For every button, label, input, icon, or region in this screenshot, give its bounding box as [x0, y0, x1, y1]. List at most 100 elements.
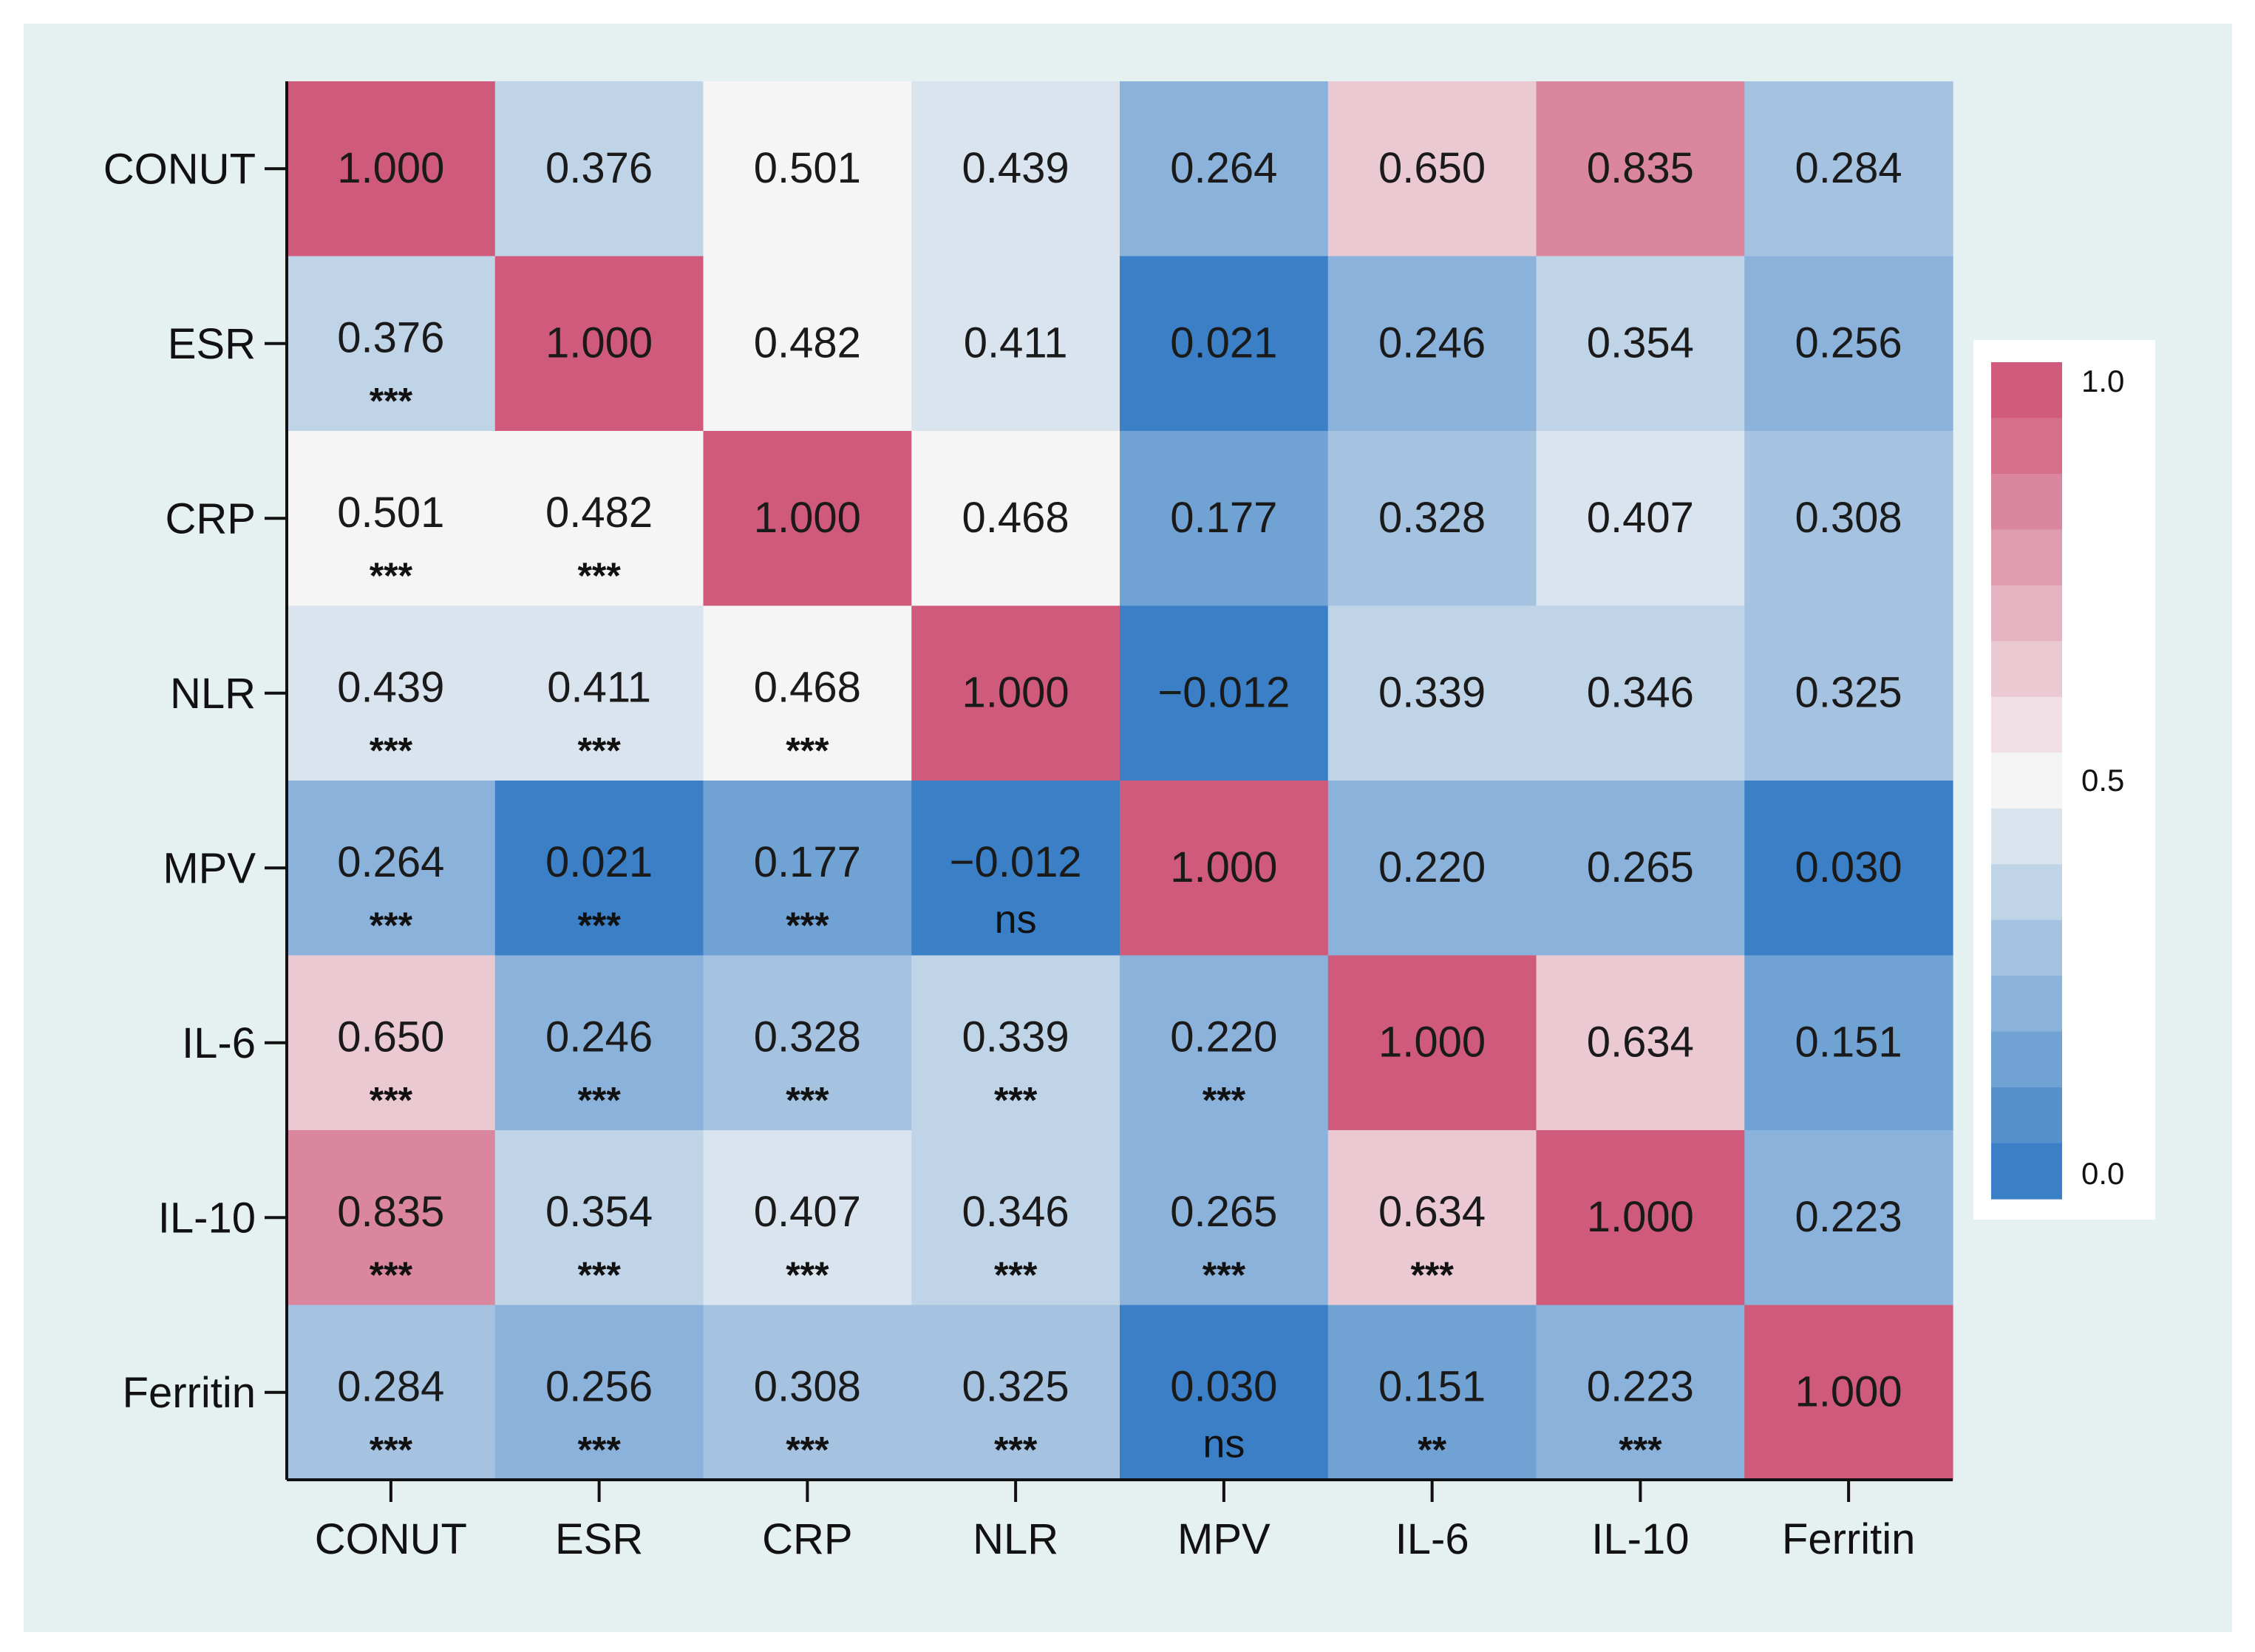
cell-value-label: 0.021: [545, 838, 653, 886]
cell-significance-label: ***: [1203, 1079, 1246, 1121]
cell-significance-label: ***: [370, 380, 413, 421]
colorbar-bin: [1991, 696, 2062, 753]
heatmap-cell-CRP-NLR: [911, 431, 1120, 607]
heatmap-cell-Ferritin-Ferritin: [1744, 1305, 1953, 1481]
x-tick-label: IL-10: [1591, 1515, 1689, 1563]
cell-significance-label: ***: [577, 1429, 621, 1470]
colorbar-bin: [1991, 473, 2062, 530]
cell-significance-label: ***: [786, 1254, 829, 1296]
colorbar-bin: [1991, 641, 2062, 698]
heatmap-cell-MPV-CRP: [703, 781, 912, 956]
colorbar-bin: [1991, 1087, 2062, 1144]
heatmap-cell-IL-6-CRP: [703, 955, 912, 1131]
cell-value-label: 0.439: [337, 664, 444, 712]
y-tick-label: ESR: [168, 320, 256, 368]
heatmap-cell-CONUT-NLR: [911, 81, 1120, 257]
heatmap-cell-Ferritin-MPV: [1120, 1305, 1329, 1481]
colorbar-tick-label: 0.0: [2081, 1156, 2124, 1191]
heatmap-cell-CONUT-IL-6: [1327, 81, 1537, 257]
heatmap-cell-Ferritin-NLR: [911, 1305, 1120, 1481]
cell-value-label: 0.223: [1795, 1193, 1902, 1241]
cell-significance-label: ***: [577, 730, 621, 771]
heatmap-cell-Ferritin-ESR: [494, 1305, 704, 1481]
colorbar-bin: [1991, 976, 2062, 1033]
cell-value-label: 0.021: [1170, 319, 1277, 367]
colorbar-bin: [1991, 585, 2062, 642]
cell-significance-label: ***: [994, 1079, 1038, 1121]
cell-value-label: 0.346: [962, 1188, 1069, 1236]
cell-value-label: 0.030: [1795, 843, 1902, 891]
cell-value-label: 1.000: [1170, 843, 1277, 891]
heatmap-cell-NLR-ESR: [494, 605, 704, 781]
cell-significance-label: ***: [370, 1254, 413, 1296]
heatmap-cell-CRP-IL-6: [1327, 431, 1537, 607]
color-legend: 1.0 0.5 0.0: [1973, 340, 2155, 1220]
cell-value-label: 1.000: [1587, 1193, 1694, 1241]
cell-value-label: 1.000: [545, 319, 653, 367]
cell-value-label: 0.411: [964, 319, 1068, 367]
cell-value-label: 0.223: [1587, 1363, 1694, 1411]
cell-value-label: 0.284: [1795, 144, 1902, 192]
cell-value-label: 0.501: [337, 489, 444, 537]
heatmap-cell-IL-6-Ferritin: [1744, 955, 1953, 1131]
heatmap-axes: CONUT CONUT ESR ESR CRP CRP NLR NLR MPV MPV IL-6 IL…: [103, 81, 1953, 1563]
cell-significance-label: ***: [370, 730, 413, 771]
cell-value-label: 0.220: [1378, 843, 1486, 891]
cell-value-label: 0.325: [1795, 669, 1902, 717]
heatmap-cell-NLR-Ferritin: [1744, 605, 1953, 781]
x-tick-label: NLR: [973, 1515, 1058, 1563]
cell-value-label: 0.308: [1795, 494, 1902, 542]
cell-significance-label: ***: [994, 1254, 1038, 1296]
cell-significance-label: ***: [786, 730, 829, 771]
heatmap-cell-IL-10-CONUT: [287, 1130, 496, 1306]
y-tick-label: IL-10: [158, 1194, 256, 1242]
heatmap-cell-NLR-CRP: [703, 605, 912, 781]
cell-value-label: 0.265: [1170, 1188, 1277, 1236]
cell-value-label: 0.284: [337, 1363, 444, 1411]
cell-significance-label: ***: [577, 905, 621, 946]
heatmap-cell-NLR-IL-10: [1536, 605, 1745, 781]
heatmap-cell-IL-10-Ferritin: [1744, 1130, 1953, 1306]
cell-value-label: 0.346: [1587, 669, 1694, 717]
cell-value-label: 1.000: [1378, 1019, 1486, 1067]
colorbar-bin: [1991, 418, 2062, 475]
colorbar-tick-label: 0.5: [2081, 763, 2124, 798]
heatmap-cell-ESR-IL-6: [1327, 256, 1537, 432]
cell-value-label: 0.308: [754, 1363, 861, 1411]
cell-value-label: 0.468: [754, 664, 861, 712]
cell-value-label: 1.000: [754, 494, 861, 542]
cell-value-label: 0.246: [545, 1013, 653, 1061]
cell-value-label: 0.376: [545, 144, 653, 192]
x-tick-label: ESR: [555, 1515, 643, 1563]
heatmap-cell-MPV-MPV: [1120, 781, 1329, 956]
x-tick-label: Ferritin: [1782, 1515, 1915, 1563]
cell-value-label: 0.354: [545, 1188, 653, 1236]
cell-value-label: 0.482: [545, 489, 653, 537]
cell-value-label: 0.501: [754, 144, 861, 192]
cell-value-label: 0.634: [1587, 1019, 1694, 1067]
cell-significance-label: ***: [577, 1254, 621, 1296]
y-tick-label: NLR: [170, 670, 256, 718]
heatmap-cell-IL-6-NLR: [911, 955, 1120, 1131]
heatmap-cell-Ferritin-CONUT: [287, 1305, 496, 1481]
heatmap-cell-Ferritin-CRP: [703, 1305, 912, 1481]
cell-value-label: 0.354: [1587, 319, 1694, 367]
cell-significance-label: ***: [370, 1079, 413, 1121]
cell-value-label: 0.325: [962, 1363, 1069, 1411]
heatmap-cell-CRP-Ferritin: [1744, 431, 1953, 607]
heatmap-cell-CRP-CONUT: [287, 431, 496, 607]
cell-value-label: 0.264: [1170, 144, 1277, 192]
heatmap-cell-NLR-IL-6: [1327, 605, 1537, 781]
colorbar-tick-label: 1.0: [2081, 364, 2124, 398]
x-tick-label: CONUT: [315, 1515, 467, 1563]
cell-value-label: 0.650: [337, 1013, 444, 1061]
heatmap-cell-CONUT-IL-10: [1536, 81, 1745, 257]
heatmap-cell-CONUT-Ferritin: [1744, 81, 1953, 257]
cell-value-label: 0.256: [1795, 319, 1902, 367]
x-tick-label: MPV: [1177, 1515, 1271, 1563]
cell-significance-label: ns: [1203, 1421, 1245, 1466]
heatmap-cell-CONUT-ESR: [494, 81, 704, 257]
cell-value-label: 0.407: [1587, 494, 1694, 542]
cell-value-label: 0.256: [545, 1363, 653, 1411]
